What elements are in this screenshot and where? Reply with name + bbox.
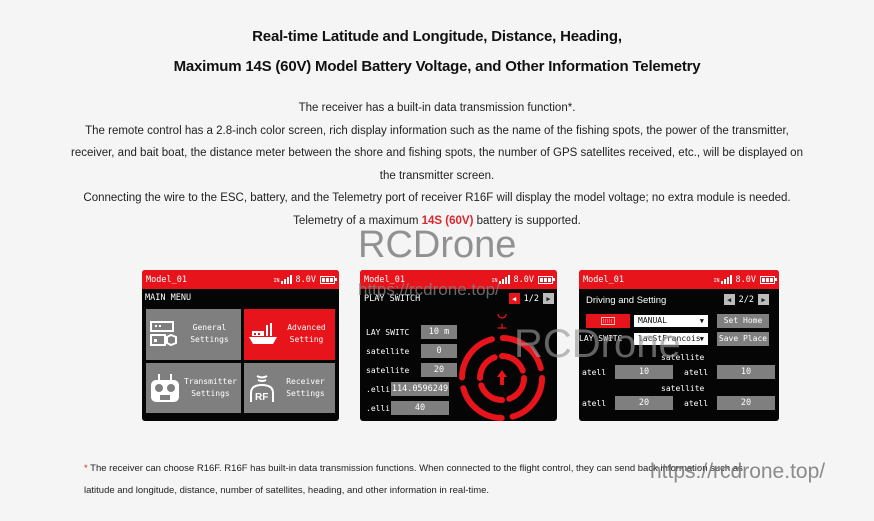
prev-page-button[interactable]: ◀ (508, 293, 520, 304)
page-indicator: 1/2 (523, 293, 539, 304)
data-row: atell 20 atell 20 (582, 396, 775, 410)
signal-icon: IN (713, 275, 732, 284)
data-row: satellite 0 (366, 344, 457, 358)
pager: ◀ 2/2 ▶ (723, 294, 769, 305)
tile-advanced-setting[interactable]: Advanced Setting (243, 309, 335, 360)
desc-p3: Connecting the wire to the ESC, battery,… (83, 192, 791, 204)
keyboard-icon (601, 317, 615, 325)
data-row: atell 10 atell 10 (582, 365, 775, 379)
footnote: * The receiver can choose R16F. R16F has… (84, 463, 743, 496)
status-bar: Model_01 IN 8.0V (579, 270, 779, 289)
spot-label: LAY SWITC (579, 334, 623, 343)
keyboard-button[interactable] (586, 314, 630, 328)
description: The receiver has a built-in data transmi… (0, 97, 874, 232)
rf-icon: RF (249, 374, 274, 403)
screen-play-switch: Model_01 IN 8.0V PLAY SWITCH ◀ 1/2 ▶ LAY… (360, 270, 557, 421)
model-name: Model_01 (146, 274, 187, 285)
desc-p2a: The remote control has a 2.8-inch color … (85, 124, 789, 137)
page-indicator: 2/2 (738, 294, 754, 305)
boat-icon (248, 323, 277, 345)
voltage: 8.0V (513, 274, 534, 285)
radar-compass-icon (459, 314, 545, 421)
group-label: satellite (661, 353, 705, 362)
menu-title: MAIN MENU (145, 293, 192, 303)
desc-p1: The receiver has a built-in data transmi… (298, 102, 576, 114)
battery-icon (538, 275, 555, 284)
model-name: Model_01 (364, 274, 405, 285)
group-label: satellite (661, 384, 705, 393)
next-page-button[interactable]: ▶ (543, 293, 554, 304)
model-name: Model_01 (583, 274, 624, 285)
next-page-button[interactable]: ▶ (758, 294, 769, 305)
screen-driving-setting: Model_01 IN 8.0V Driving and Setting ◀ 2… (579, 270, 779, 421)
data-row: LAY SWITC 10 m (366, 325, 457, 339)
data-row: .elli 40 (366, 401, 449, 415)
transmitter-icon (151, 373, 179, 402)
set-home-button[interactable]: Set Home (717, 314, 769, 328)
desc-p4: Telemetry of a maximum 14S (60V) battery… (293, 214, 581, 227)
svg-text:RF: RF (255, 392, 268, 403)
general-settings-icon (150, 321, 177, 347)
status-bar: Model_01 IN 8.0V (142, 270, 339, 289)
pager: ◀ 1/2 ▶ (508, 293, 554, 304)
tile-general-settings[interactable]: General Settings (146, 309, 241, 360)
desc-p2b: receiver, and bait boat, the distance me… (71, 147, 803, 159)
desc-p2c: the transmitter screen. (379, 169, 495, 182)
battery-spec-highlight: 14S (60V) (421, 214, 474, 227)
battery-icon (760, 275, 777, 284)
mode-select[interactable]: MANUAL ▼ (634, 315, 708, 327)
status-bar: Model_01 IN 8.0V (360, 270, 557, 289)
battery-icon (320, 275, 337, 284)
data-row: .elli 114.0596249 (366, 382, 449, 396)
tile-receiver-settings[interactable]: RF Receiver Settings (243, 362, 335, 413)
screen-title: PLAY SWITCH (364, 293, 421, 304)
data-row: satellite 20 (366, 363, 457, 377)
tile-transmitter-settings[interactable]: Transmitter Settings (146, 362, 241, 413)
signal-icon: IN (273, 275, 292, 284)
screen-main-menu: Model_01 IN 8.0V MAIN MENU General Settin… (142, 270, 339, 421)
fishing-spot-select[interactable]: lacStFrancois ▼ (634, 333, 708, 345)
headline-line-2: Maximum 14S (60V) Model Battery Voltage,… (173, 58, 701, 75)
headline-line-1: Real-time Latitude and Longitude, Distan… (252, 28, 622, 45)
signal-icon: IN (491, 275, 510, 284)
voltage: 8.0V (295, 274, 316, 285)
save-place-button[interactable]: Save Place (717, 332, 769, 346)
prev-page-button[interactable]: ◀ (723, 294, 735, 305)
screen-title: Driving and Setting (586, 295, 667, 306)
voltage: 8.0V (735, 274, 756, 285)
